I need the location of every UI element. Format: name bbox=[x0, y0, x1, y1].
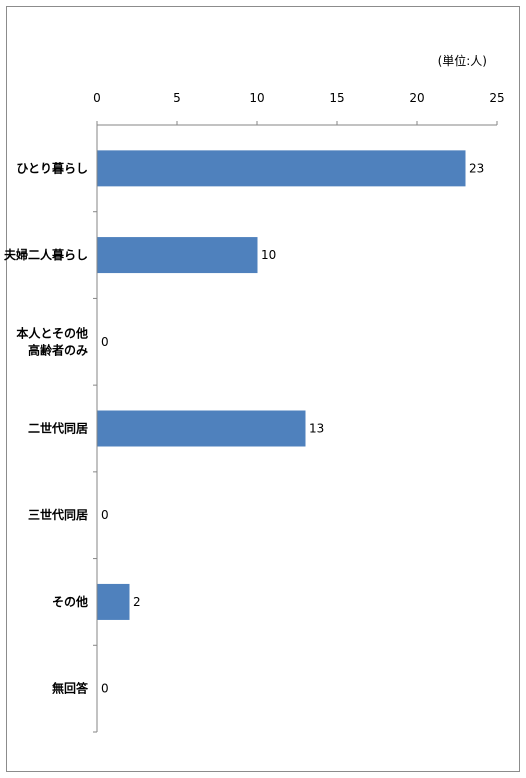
x-tick-label: 0 bbox=[93, 91, 101, 105]
data-label: 0 bbox=[101, 508, 109, 522]
unit-label: (単位:人) bbox=[438, 53, 487, 68]
category-label: 高齢者のみ bbox=[28, 342, 88, 357]
data-label: 10 bbox=[261, 248, 276, 262]
category-label: 無回答 bbox=[52, 681, 89, 696]
data-label: 23 bbox=[469, 161, 484, 175]
x-axis: 0 5 10 15 20 25 bbox=[93, 91, 505, 733]
bar bbox=[97, 237, 258, 274]
bars: 23 10 0 13 0 2 0 bbox=[97, 150, 484, 696]
x-tick-label: 20 bbox=[409, 91, 424, 105]
x-tick-label: 10 bbox=[249, 91, 264, 105]
x-tick-label: 15 bbox=[329, 91, 344, 105]
category-label: 夫婦二人暮らし bbox=[3, 247, 88, 262]
bar bbox=[97, 150, 466, 187]
bar bbox=[97, 583, 130, 620]
bar bbox=[97, 410, 306, 447]
chart-frame bbox=[6, 6, 520, 772]
x-tick-label: 5 bbox=[173, 91, 181, 105]
x-tick-label: 25 bbox=[489, 91, 504, 105]
category-label: 本人とその他 bbox=[16, 325, 88, 340]
data-label: 0 bbox=[101, 682, 109, 696]
data-label: 13 bbox=[309, 422, 324, 436]
category-label: ひとり暮らし bbox=[16, 160, 88, 175]
data-label: 2 bbox=[133, 595, 141, 609]
category-label: 二世代同居 bbox=[28, 421, 88, 436]
data-label: 0 bbox=[101, 335, 109, 349]
category-label: その他 bbox=[52, 594, 88, 609]
category-label: 三世代同居 bbox=[28, 507, 88, 522]
